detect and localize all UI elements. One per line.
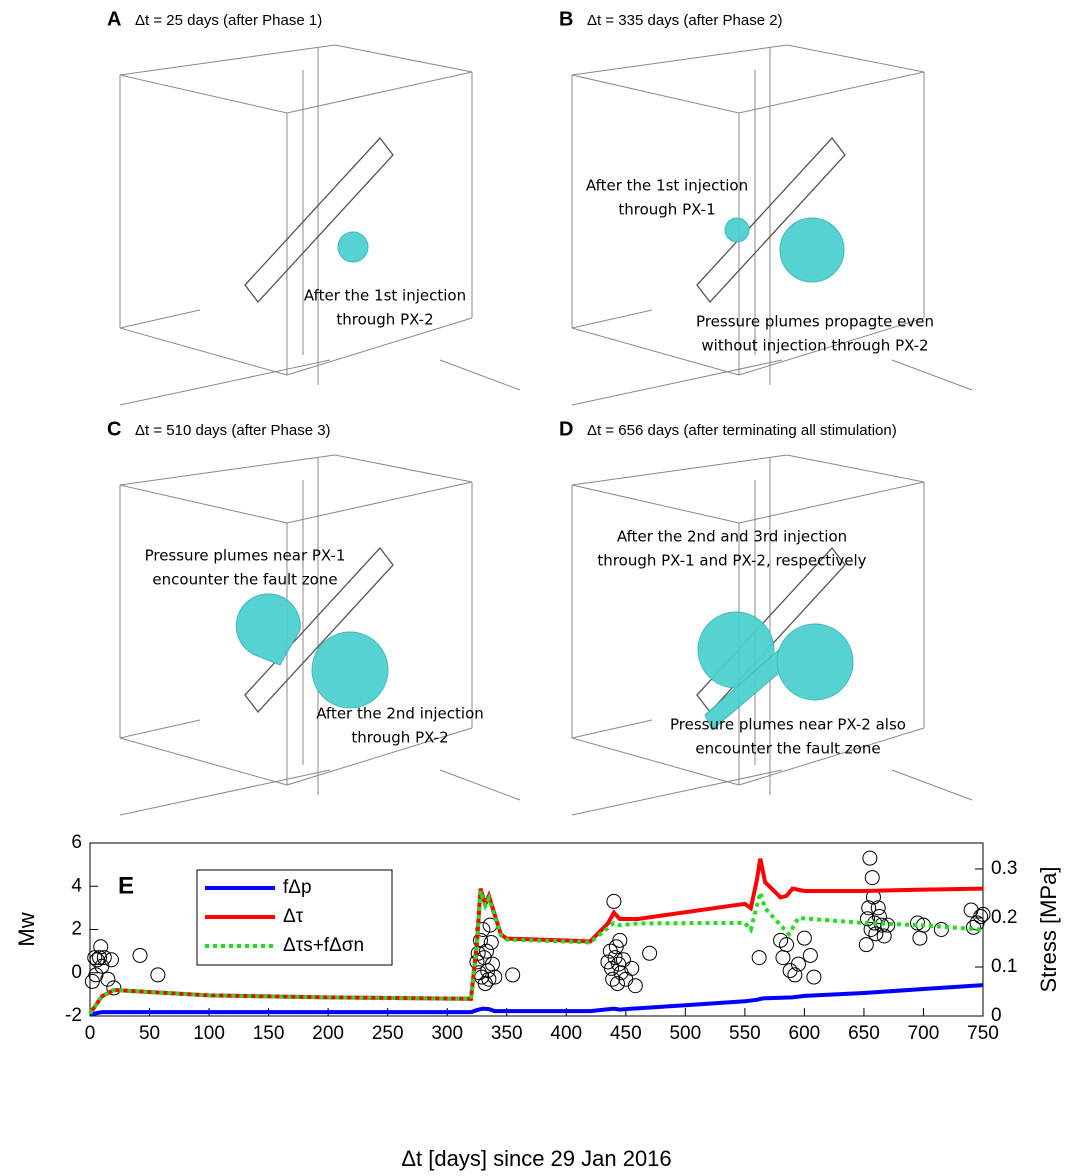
panel-title: Δt = 25 days (after Phase 1) xyxy=(135,12,322,29)
x-tick-label: 150 xyxy=(253,1023,285,1044)
x-tick-label: 350 xyxy=(491,1023,523,1044)
annotation: After the 1st injection xyxy=(586,177,748,195)
y2-tick-label: 0.1 xyxy=(991,956,1017,977)
panel-label: B xyxy=(559,8,573,30)
panel-label: C xyxy=(107,418,121,440)
annotation: After the 2nd injection xyxy=(316,705,484,723)
annotation: through PX-1 xyxy=(618,201,715,219)
annotation: through PX-2 xyxy=(336,311,433,329)
y-tick-label: -2 xyxy=(65,1005,82,1026)
event-marker xyxy=(752,951,766,965)
panel-title: Δt = 510 days (after Phase 3) xyxy=(135,422,331,439)
annotation: Pressure plumes near PX-1 xyxy=(145,547,346,565)
annotation: After the 2nd and 3rd injection xyxy=(617,528,847,546)
x-tick-label: 450 xyxy=(610,1023,642,1044)
annotation: through PX-2 xyxy=(351,729,448,747)
annotation: without injection through PX-2 xyxy=(701,337,928,355)
panel-title: Δt = 335 days (after Phase 2) xyxy=(587,12,783,29)
legend-label: fΔp xyxy=(283,877,312,898)
event-marker xyxy=(865,871,879,885)
x-axis-title: Δt [days] since 29 Jan 2016 xyxy=(401,1146,671,1171)
annotation: through PX-1 and PX-2, respectively xyxy=(597,552,866,570)
event-marker xyxy=(628,979,642,993)
x-tick-label: 550 xyxy=(729,1023,761,1044)
legend-label: Δτ xyxy=(283,906,304,927)
annotation: encounter the fault zone xyxy=(152,571,337,589)
y2-tick-label: 0.2 xyxy=(991,907,1017,928)
x-tick-label: 200 xyxy=(312,1023,344,1044)
event-marker xyxy=(934,923,948,937)
panel-title: Δt = 656 days (after terminating all sti… xyxy=(587,422,897,439)
x-tick-label: 650 xyxy=(848,1023,880,1044)
panel-label: E xyxy=(118,872,134,899)
annotation: encounter the fault zone xyxy=(695,740,880,758)
event-marker xyxy=(643,946,657,960)
y2-axis-title: Stress [MPa] xyxy=(1036,867,1061,993)
event-marker xyxy=(797,931,811,945)
y-tick-label: 4 xyxy=(71,875,82,896)
annotation: After the 1st injection xyxy=(304,287,466,305)
x-tick-label: 600 xyxy=(789,1023,821,1044)
event-marker xyxy=(616,953,630,967)
event-marker xyxy=(619,972,633,986)
figure: 0501001502002503003504004505005506006507… xyxy=(0,0,1077,1176)
y2-tick-label: 0 xyxy=(991,1005,1002,1026)
x-tick-label: 700 xyxy=(908,1023,940,1044)
x-tick-label: 100 xyxy=(193,1023,225,1044)
x-tick-label: 400 xyxy=(550,1023,582,1044)
annotation: Pressure plumes near PX-2 also xyxy=(670,716,906,734)
event-marker xyxy=(807,970,821,984)
event-marker xyxy=(859,938,873,952)
event-marker xyxy=(966,920,980,934)
x-tick-label: 0 xyxy=(85,1023,96,1044)
y-tick-label: 0 xyxy=(71,962,82,983)
event-marker xyxy=(506,968,520,982)
panel-label: D xyxy=(559,418,573,440)
y-tick-label: 2 xyxy=(71,919,82,940)
event-marker xyxy=(776,951,790,965)
panel-label: A xyxy=(107,8,121,30)
event-marker xyxy=(607,894,621,908)
series-line xyxy=(90,985,983,1014)
x-tick-label: 500 xyxy=(669,1023,701,1044)
event-marker xyxy=(151,968,165,982)
event-marker xyxy=(484,935,498,949)
event-marker xyxy=(803,948,817,962)
event-marker xyxy=(863,851,877,865)
annotation: Pressure plumes propagte even xyxy=(696,313,934,331)
x-tick-label: 300 xyxy=(431,1023,463,1044)
x-tick-label: 750 xyxy=(967,1023,999,1044)
event-marker xyxy=(133,948,147,962)
event-marker xyxy=(913,931,927,945)
x-tick-label: 50 xyxy=(139,1023,160,1044)
x-tick-label: 250 xyxy=(372,1023,404,1044)
y-axis-title: Mw xyxy=(14,912,39,946)
y2-tick-label: 0.3 xyxy=(991,858,1017,879)
y-tick-label: 6 xyxy=(71,832,82,853)
legend-label: Δτs+fΔσn xyxy=(283,935,364,956)
